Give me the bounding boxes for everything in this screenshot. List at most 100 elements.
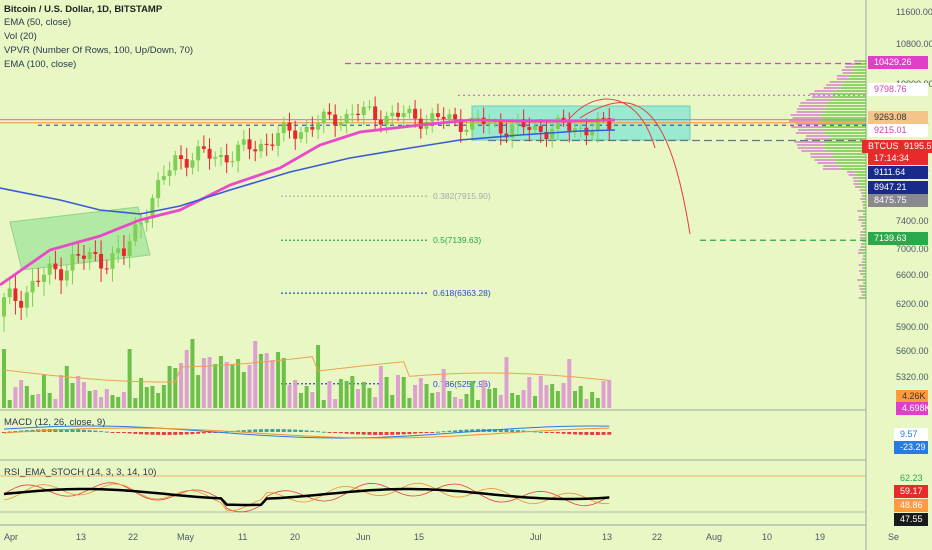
candle[interactable] <box>122 248 126 255</box>
candle[interactable] <box>533 126 537 130</box>
candle[interactable] <box>590 131 594 135</box>
candle[interactable] <box>367 106 371 107</box>
candle[interactable] <box>407 109 411 113</box>
candle[interactable] <box>8 288 12 297</box>
rsi-pane-label[interactable]: RSI_EMA_STOCH (14, 3, 3, 14, 10) <box>4 467 156 479</box>
indicator-ema50-label[interactable]: EMA (50, close) <box>4 17 71 29</box>
candle[interactable] <box>173 155 177 170</box>
candle[interactable] <box>345 114 349 123</box>
candle[interactable] <box>539 126 543 132</box>
indicator-vol-label[interactable]: Vol (20) <box>4 31 37 43</box>
candle[interactable] <box>42 275 46 282</box>
indicator-ema100-label[interactable]: EMA (100, close) <box>4 59 76 71</box>
candle[interactable] <box>168 170 172 176</box>
candle[interactable] <box>259 144 263 151</box>
candle[interactable] <box>556 118 560 129</box>
candle[interactable] <box>230 161 234 162</box>
candle[interactable] <box>53 264 57 270</box>
candle[interactable] <box>322 112 326 123</box>
candle[interactable] <box>76 254 80 256</box>
consolidation-box-april[interactable] <box>10 207 150 270</box>
candle[interactable] <box>48 264 52 275</box>
candle[interactable] <box>316 123 320 129</box>
candle[interactable] <box>493 122 497 123</box>
candle[interactable] <box>270 145 274 146</box>
candle[interactable] <box>116 248 120 253</box>
candle[interactable] <box>350 114 354 115</box>
candle[interactable] <box>430 113 434 121</box>
candle[interactable] <box>242 139 246 144</box>
candle[interactable] <box>527 127 531 130</box>
candle[interactable] <box>88 252 92 259</box>
candle[interactable] <box>602 118 606 119</box>
candle[interactable] <box>248 139 252 149</box>
candle[interactable] <box>293 131 297 139</box>
candle[interactable] <box>436 113 440 117</box>
candle[interactable] <box>288 123 292 131</box>
candle[interactable] <box>25 292 29 307</box>
macd-pane-label[interactable]: MACD (12, 26, close, 9) <box>4 417 105 429</box>
candle[interactable] <box>390 113 394 116</box>
candle[interactable] <box>82 256 86 259</box>
candle[interactable] <box>13 288 17 300</box>
candle[interactable] <box>196 146 200 160</box>
volume-bar <box>13 387 17 408</box>
candle[interactable] <box>282 123 286 133</box>
candle[interactable] <box>465 130 469 132</box>
candle[interactable] <box>402 113 406 117</box>
candle[interactable] <box>413 109 417 119</box>
candle[interactable] <box>213 157 217 159</box>
candle[interactable] <box>99 254 103 269</box>
candle[interactable] <box>499 122 503 133</box>
candle[interactable] <box>487 122 491 124</box>
candle[interactable] <box>567 123 571 131</box>
candle[interactable] <box>299 132 303 139</box>
candle[interactable] <box>476 118 480 119</box>
candle[interactable] <box>202 146 206 149</box>
candle[interactable] <box>333 115 337 126</box>
candle[interactable] <box>219 155 223 157</box>
candle[interactable] <box>190 160 194 167</box>
candle[interactable] <box>447 114 451 119</box>
candle[interactable] <box>59 269 63 280</box>
candle[interactable] <box>550 129 554 139</box>
candle[interactable] <box>133 224 137 241</box>
candle[interactable] <box>71 254 75 270</box>
candle[interactable] <box>385 116 389 125</box>
candle[interactable] <box>236 145 240 161</box>
candle[interactable] <box>225 155 229 162</box>
candle[interactable] <box>19 301 23 308</box>
candle[interactable] <box>579 128 583 129</box>
candle[interactable] <box>442 117 446 119</box>
indicator-vpvr-label[interactable]: VPVR (Number Of Rows, 100, Up/Down, 70) <box>4 45 193 57</box>
candle[interactable] <box>362 107 366 115</box>
candle[interactable] <box>128 241 132 256</box>
candle[interactable] <box>162 176 166 180</box>
candle[interactable] <box>185 159 189 168</box>
candle[interactable] <box>327 112 331 115</box>
candle[interactable] <box>31 281 35 293</box>
candle[interactable] <box>356 114 360 115</box>
candle[interactable] <box>276 133 280 146</box>
candle[interactable] <box>253 149 257 151</box>
candle[interactable] <box>110 253 114 269</box>
candle[interactable] <box>93 252 97 254</box>
candle[interactable] <box>156 180 160 198</box>
candle[interactable] <box>339 123 343 125</box>
candle[interactable] <box>36 281 40 282</box>
candle[interactable] <box>310 127 314 130</box>
candle[interactable] <box>373 106 377 119</box>
candle[interactable] <box>379 120 383 125</box>
candle[interactable] <box>179 155 183 159</box>
ema100-line[interactable] <box>0 130 615 214</box>
candle[interactable] <box>2 297 6 316</box>
candle[interactable] <box>65 271 69 281</box>
candle[interactable] <box>305 127 309 132</box>
candle[interactable] <box>453 114 457 119</box>
candle[interactable] <box>396 113 400 117</box>
candle[interactable] <box>139 223 143 225</box>
candle[interactable] <box>265 144 269 145</box>
candle[interactable] <box>105 268 109 269</box>
candle[interactable] <box>208 149 212 159</box>
